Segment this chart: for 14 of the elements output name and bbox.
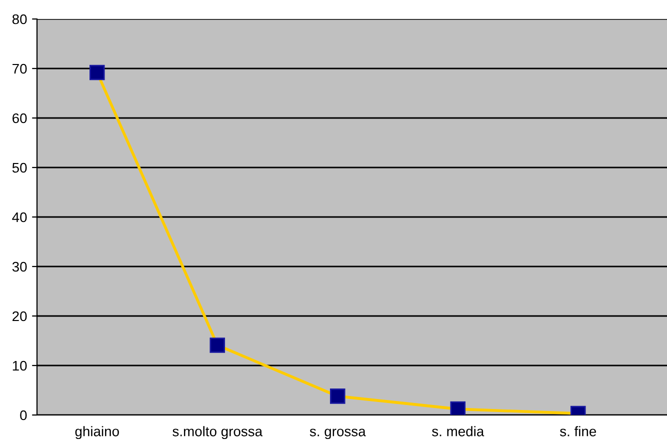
y-tick-label: 0 xyxy=(20,410,27,420)
y-tick-label: 10 xyxy=(12,360,27,371)
x-tick-label: s.molto grossa xyxy=(172,426,263,440)
x-tick-label: s. media xyxy=(432,426,484,436)
y-tick-label: 60 xyxy=(12,113,27,124)
y-tick-label: 20 xyxy=(12,311,27,322)
x-tick-label: ghiaino xyxy=(75,426,119,440)
y-tick-label: 50 xyxy=(12,162,27,173)
y-tick-label: 70 xyxy=(12,64,27,74)
y-tick-label: 30 xyxy=(12,262,27,272)
x-tick-label: s. fine xyxy=(560,426,596,436)
x-tick-label: s. grossa xyxy=(310,428,366,440)
y-tick-label: 80 xyxy=(12,14,27,24)
y-tick-label: 40 xyxy=(12,212,27,222)
